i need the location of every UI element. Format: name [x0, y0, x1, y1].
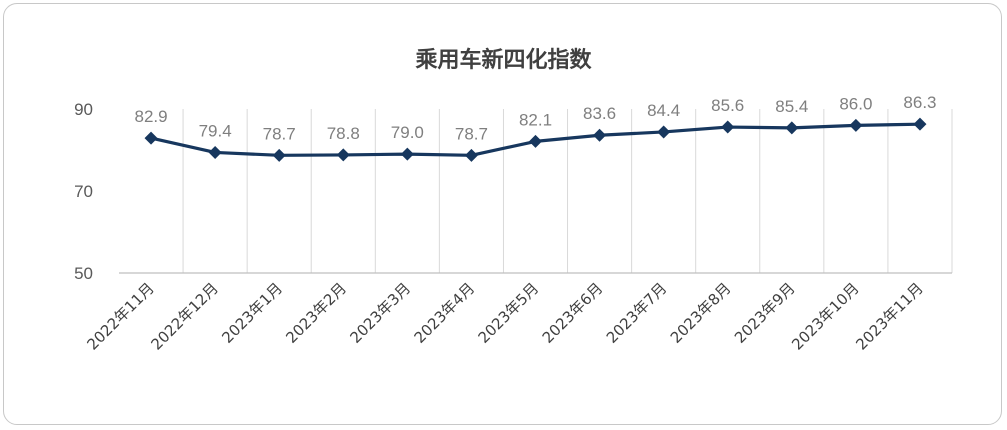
x-tick-label: 2023年2月 — [282, 279, 350, 347]
x-tick-label: 2023年11月 — [852, 279, 926, 353]
data-label: 85.6 — [711, 96, 744, 115]
x-tick-label: 2023年6月 — [539, 279, 607, 347]
y-tick-label: 90 — [74, 100, 93, 119]
x-tick-label: 2023年8月 — [667, 279, 735, 347]
series — [144, 117, 927, 162]
x-tick-label: 2023年7月 — [603, 279, 671, 347]
y-tick-label: 50 — [74, 264, 93, 283]
data-label: 79.4 — [199, 121, 232, 140]
data-point-marker — [208, 145, 222, 159]
data-point-marker — [849, 118, 863, 132]
data-label: 84.4 — [647, 101, 680, 120]
x-tick-labels: 2022年11月2022年12月2023年1月2023年2月2023年3月202… — [83, 279, 926, 353]
data-label: 86.3 — [903, 93, 936, 112]
x-tick-label: 2023年5月 — [475, 279, 543, 347]
data-label: 83.6 — [583, 104, 616, 123]
x-tick-label: 2023年4月 — [411, 279, 479, 347]
data-labels: 82.9 79.4 78.7 78.8 79.0 78.7 82.1 83.6 84.4 85.6… — [134, 93, 936, 143]
data-label: 78.8 — [327, 124, 360, 143]
data-point-marker — [144, 131, 158, 145]
x-tick-label: 2022年11月 — [83, 279, 157, 353]
data-point-marker — [913, 117, 927, 131]
chart-title: 乘用车新四化指数 — [415, 48, 592, 73]
data-label: 82.9 — [134, 107, 167, 126]
data-point-marker — [400, 147, 414, 161]
data-point-marker — [529, 134, 542, 148]
y-tick-labels: 50 70 90 — [74, 100, 93, 283]
data-point-marker — [464, 148, 478, 162]
data-label: 86.0 — [839, 94, 872, 113]
grid-lines — [182, 109, 953, 273]
data-label: 85.4 — [775, 97, 808, 116]
y-tick-label: 70 — [74, 182, 93, 201]
data-point-marker — [336, 148, 350, 162]
x-tick-label: 2022年12月 — [148, 279, 222, 353]
data-label: 82.1 — [519, 110, 552, 129]
data-point-marker — [593, 128, 607, 142]
x-tick-label: 2023年1月 — [218, 279, 286, 347]
data-point-marker — [272, 148, 286, 162]
data-label: 79.0 — [391, 123, 424, 142]
data-label: 78.7 — [263, 124, 296, 143]
chart-frame — [3, 3, 1002, 425]
data-point-marker — [657, 125, 671, 139]
x-tick-label: 2023年3月 — [346, 279, 414, 347]
data-label: 78.7 — [455, 124, 488, 143]
x-tick-label: 2023年10月 — [788, 279, 862, 353]
x-tick-label: 2023年9月 — [731, 279, 799, 347]
data-point-marker — [785, 121, 799, 135]
data-point-marker — [721, 120, 735, 134]
